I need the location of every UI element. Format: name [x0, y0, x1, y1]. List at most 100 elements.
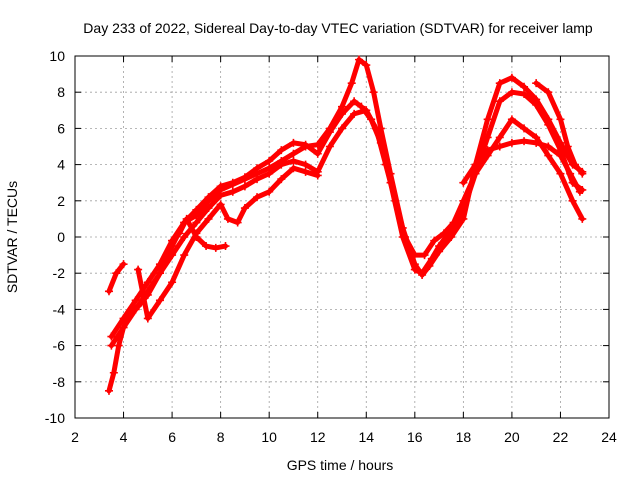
data-point-marker [202, 242, 211, 251]
data-point-marker [483, 146, 492, 155]
data-point-marker [313, 171, 322, 180]
y-tick-label: -4 [53, 301, 66, 317]
data-point-marker [131, 296, 140, 305]
x-tick-label: 14 [358, 429, 374, 445]
data-point-marker [192, 233, 201, 241]
data-point-marker [418, 269, 427, 278]
y-tick-label: 0 [57, 229, 65, 245]
y-tick-label: 6 [57, 120, 65, 136]
data-point-marker [265, 187, 274, 196]
data-point-marker [350, 109, 359, 118]
data-point-marker [109, 368, 118, 377]
data-point-marker [495, 79, 504, 88]
data-point-marker [391, 196, 400, 205]
data-point-marker [223, 214, 232, 223]
data-point-marker [211, 243, 220, 252]
data-point-marker [301, 160, 310, 169]
data-point-marker [265, 169, 274, 178]
data-point-marker [233, 218, 242, 227]
data-point-marker [289, 138, 298, 147]
data-point-marker [430, 236, 439, 245]
data-point-marker [192, 218, 201, 227]
data-point-marker [155, 260, 164, 269]
data-point-marker [107, 341, 116, 350]
data-point-marker [313, 149, 322, 158]
data-point-marker [180, 233, 189, 241]
data-point-marker [507, 73, 516, 82]
series-line-track-8 [533, 80, 585, 177]
data-point-marker [119, 260, 128, 269]
data-series [104, 55, 587, 395]
data-point-marker [520, 124, 529, 133]
data-point-marker [544, 142, 553, 151]
data-point-marker [112, 269, 121, 278]
data-point-marker [338, 102, 346, 111]
data-point-marker [347, 79, 356, 88]
data-point-marker [520, 90, 529, 99]
data-point-marker [180, 251, 189, 260]
data-point-marker [192, 205, 201, 214]
data-point-marker [544, 88, 553, 97]
data-point-marker [350, 97, 359, 106]
data-point-marker [483, 115, 492, 124]
data-point-marker [155, 269, 164, 278]
data-point-marker [143, 278, 152, 287]
data-point-marker [240, 173, 249, 182]
data-point-marker [532, 100, 541, 109]
series-line-track-4 [108, 107, 585, 349]
data-point-marker [568, 196, 577, 205]
y-tick-label: -10 [45, 410, 65, 426]
y-axis-label: SDTVAR / TECUs [4, 181, 20, 293]
data-point-marker [483, 133, 492, 142]
series-line-track-3 [108, 89, 585, 340]
data-point-marker [338, 124, 346, 133]
y-tick-label: 4 [57, 157, 65, 173]
y-tick-label: -6 [53, 338, 66, 354]
y-tick-label: 8 [57, 84, 65, 100]
data-point-marker [182, 214, 191, 223]
data-point-marker [495, 133, 504, 142]
data-point-marker [449, 218, 458, 227]
data-point-marker [119, 314, 128, 323]
data-point-marker [571, 160, 580, 169]
data-point-marker [471, 169, 480, 178]
data-point-marker [459, 196, 468, 205]
data-point-marker [253, 193, 262, 202]
data-point-marker [435, 242, 444, 251]
data-point-marker [556, 151, 565, 160]
data-point-marker [131, 305, 140, 314]
data-point-marker [532, 79, 541, 88]
data-point-marker [563, 142, 572, 151]
data-point-marker [104, 287, 113, 296]
data-point-marker [369, 88, 378, 97]
data-point-marker [216, 200, 225, 209]
x-tick-label: 12 [310, 429, 326, 445]
data-point-marker [354, 55, 363, 64]
series-line-track-2 [106, 57, 585, 394]
data-point-marker [520, 82, 529, 91]
data-point-marker [221, 242, 230, 251]
data-point-marker [277, 146, 286, 155]
data-point-marker [204, 193, 213, 202]
x-tick-label: 6 [168, 429, 176, 445]
x-tick-label: 18 [456, 429, 472, 445]
data-point-marker [228, 178, 237, 187]
data-point-marker [401, 233, 410, 241]
data-point-marker [289, 164, 298, 173]
x-tick-label: 16 [407, 429, 423, 445]
data-point-marker [578, 214, 587, 223]
y-tick-label: -2 [53, 265, 66, 281]
data-point-marker [301, 167, 310, 176]
data-point-marker [216, 191, 225, 200]
data-point-marker [439, 229, 448, 238]
data-point-marker [495, 142, 504, 151]
data-point-marker [544, 120, 553, 129]
data-point-marker [566, 169, 575, 178]
data-point-marker [556, 115, 565, 124]
x-tick-label: 10 [261, 429, 277, 445]
data-point-marker [114, 341, 123, 350]
y-tick-labels: -10 -8 -6 -4 -2 0 2 4 6 8 10 [45, 48, 65, 426]
data-point-marker [371, 124, 380, 133]
series-line-track-1 [106, 261, 126, 294]
